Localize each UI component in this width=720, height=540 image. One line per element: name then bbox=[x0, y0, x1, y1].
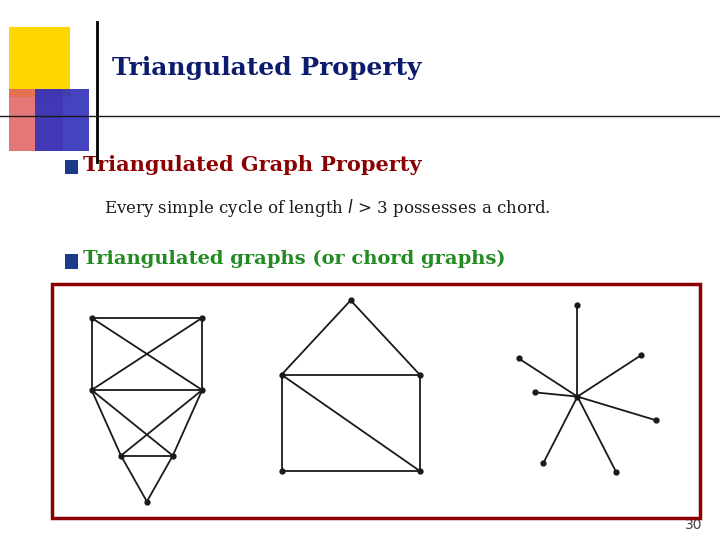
Bar bbox=[65, 254, 78, 269]
Text: Triangulated Graph Property: Triangulated Graph Property bbox=[83, 154, 421, 175]
Text: Triangulated graphs (or chord graphs): Triangulated graphs (or chord graphs) bbox=[83, 250, 505, 268]
Text: 30: 30 bbox=[685, 518, 702, 532]
Bar bbox=[9, 89, 63, 151]
Bar bbox=[65, 160, 78, 174]
Bar bbox=[35, 89, 89, 151]
Text: Triangulated Property: Triangulated Property bbox=[112, 56, 421, 79]
Bar bbox=[9, 27, 70, 97]
Text: Every simple cycle of length $\mathit{l}$ > 3 possesses a chord.: Every simple cycle of length $\mathit{l}… bbox=[104, 197, 551, 219]
Bar bbox=[52, 284, 700, 518]
